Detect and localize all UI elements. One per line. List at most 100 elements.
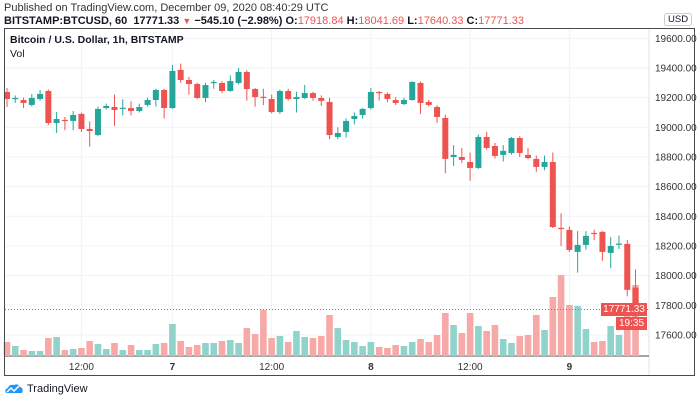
volume-bar xyxy=(102,349,110,356)
volume-bar xyxy=(516,336,524,356)
candle-body xyxy=(161,89,168,109)
open-value: 17918.84 xyxy=(297,15,344,27)
candle-body xyxy=(425,101,432,105)
candle-body xyxy=(525,154,532,159)
bar-countdown: 19:35 xyxy=(616,317,647,330)
volume-bar xyxy=(483,331,490,356)
candle-body xyxy=(541,162,548,167)
volume-bar xyxy=(260,310,267,356)
candle-body xyxy=(351,116,358,120)
volume-bar xyxy=(375,347,383,356)
price-tick-label: 19600.00 xyxy=(655,34,697,45)
volume-bar xyxy=(342,340,350,356)
candle-body xyxy=(500,150,507,155)
candle-body xyxy=(392,100,399,103)
price-tick-label: 18200.00 xyxy=(655,241,697,252)
volume-bar xyxy=(53,337,60,356)
volume-bar xyxy=(466,313,474,356)
volume-bar xyxy=(615,335,623,356)
candle-body xyxy=(458,156,465,160)
candle-body xyxy=(359,108,366,116)
volume-bar xyxy=(549,297,557,356)
candle-body xyxy=(78,113,85,129)
volume-bar xyxy=(326,315,333,356)
volume-bar xyxy=(599,341,606,356)
candle-body xyxy=(45,90,52,124)
candle-body xyxy=(12,97,19,100)
volume-bar xyxy=(566,305,573,356)
candle-body xyxy=(566,229,573,250)
time-tick-label: 12:00 xyxy=(458,362,483,373)
volume-bar xyxy=(160,343,168,356)
price-tick-label: 19000.00 xyxy=(655,123,697,134)
volume-bar xyxy=(20,350,27,356)
chart-frame xyxy=(4,28,695,376)
volume-bar xyxy=(491,325,499,356)
volume-bar xyxy=(524,335,532,356)
volume-bar xyxy=(499,339,507,356)
candle-body xyxy=(219,82,226,91)
grid-lines xyxy=(5,29,650,375)
volume-bar xyxy=(3,342,11,356)
volume-bar xyxy=(177,341,184,356)
candle-body xyxy=(442,117,449,159)
candle-body xyxy=(632,287,639,310)
price-tick-label: 17600.00 xyxy=(655,330,697,341)
volume-bar xyxy=(251,334,259,356)
volume-bar xyxy=(293,331,300,356)
candle-body xyxy=(483,136,490,148)
volume-bar xyxy=(400,346,408,356)
volume-bar xyxy=(284,342,292,356)
volume-bar xyxy=(127,345,135,356)
candles xyxy=(4,63,649,329)
volume-bar xyxy=(541,330,548,356)
tradingview-logo[interactable]: TradingView xyxy=(4,383,88,395)
volume-bar xyxy=(94,344,102,356)
candle-body xyxy=(61,119,68,122)
volume-bar xyxy=(392,345,399,356)
volume-legend: Vol xyxy=(10,48,25,60)
candle-body xyxy=(367,92,374,109)
price-axis[interactable]: 19600.00 19400.00 19200.00 19000.00 18800.00… xyxy=(655,34,697,342)
currency-button[interactable]: USD xyxy=(664,13,693,26)
volume-bar xyxy=(408,342,416,356)
volume-bar xyxy=(193,345,201,356)
open-label: O: xyxy=(285,15,298,27)
time-tick-label: 12:00 xyxy=(259,362,284,373)
price-tick-label: 19400.00 xyxy=(655,64,697,75)
volume-bar xyxy=(442,313,449,356)
candle-body xyxy=(185,80,192,85)
candle-body xyxy=(533,158,540,167)
price-tick-label: 18600.00 xyxy=(655,182,697,193)
volume-bar xyxy=(86,341,93,356)
volume-bar xyxy=(317,336,325,356)
candle-body xyxy=(301,93,308,98)
time-axis[interactable]: 12:00 7 12:00 8 12:00 9 xyxy=(69,362,573,373)
candle-body xyxy=(475,136,482,168)
candle-body xyxy=(103,105,110,109)
volume-bar xyxy=(226,340,234,356)
volume-bar xyxy=(268,338,275,356)
volume-bar xyxy=(334,328,342,356)
volume-bar xyxy=(185,347,193,356)
brand-name: TradingView xyxy=(27,383,88,395)
volume-bar xyxy=(417,339,424,356)
volume-bar xyxy=(218,341,226,356)
volume-bar xyxy=(169,324,176,356)
last-price-label: 17771.33 xyxy=(601,303,647,316)
volume-bar xyxy=(235,343,242,356)
candle-body xyxy=(260,96,267,98)
time-tick-label: 7 xyxy=(170,362,176,373)
volume-bar xyxy=(45,338,52,356)
candle-body xyxy=(326,101,333,136)
candle-body xyxy=(400,100,407,105)
volume-bar xyxy=(111,343,118,356)
candle-body xyxy=(210,81,217,84)
candle-body xyxy=(111,107,118,110)
candle-body xyxy=(37,93,44,99)
candle-body xyxy=(558,227,565,230)
volume-bar xyxy=(351,342,358,356)
candle-body xyxy=(574,244,581,252)
candle-body xyxy=(53,119,60,124)
